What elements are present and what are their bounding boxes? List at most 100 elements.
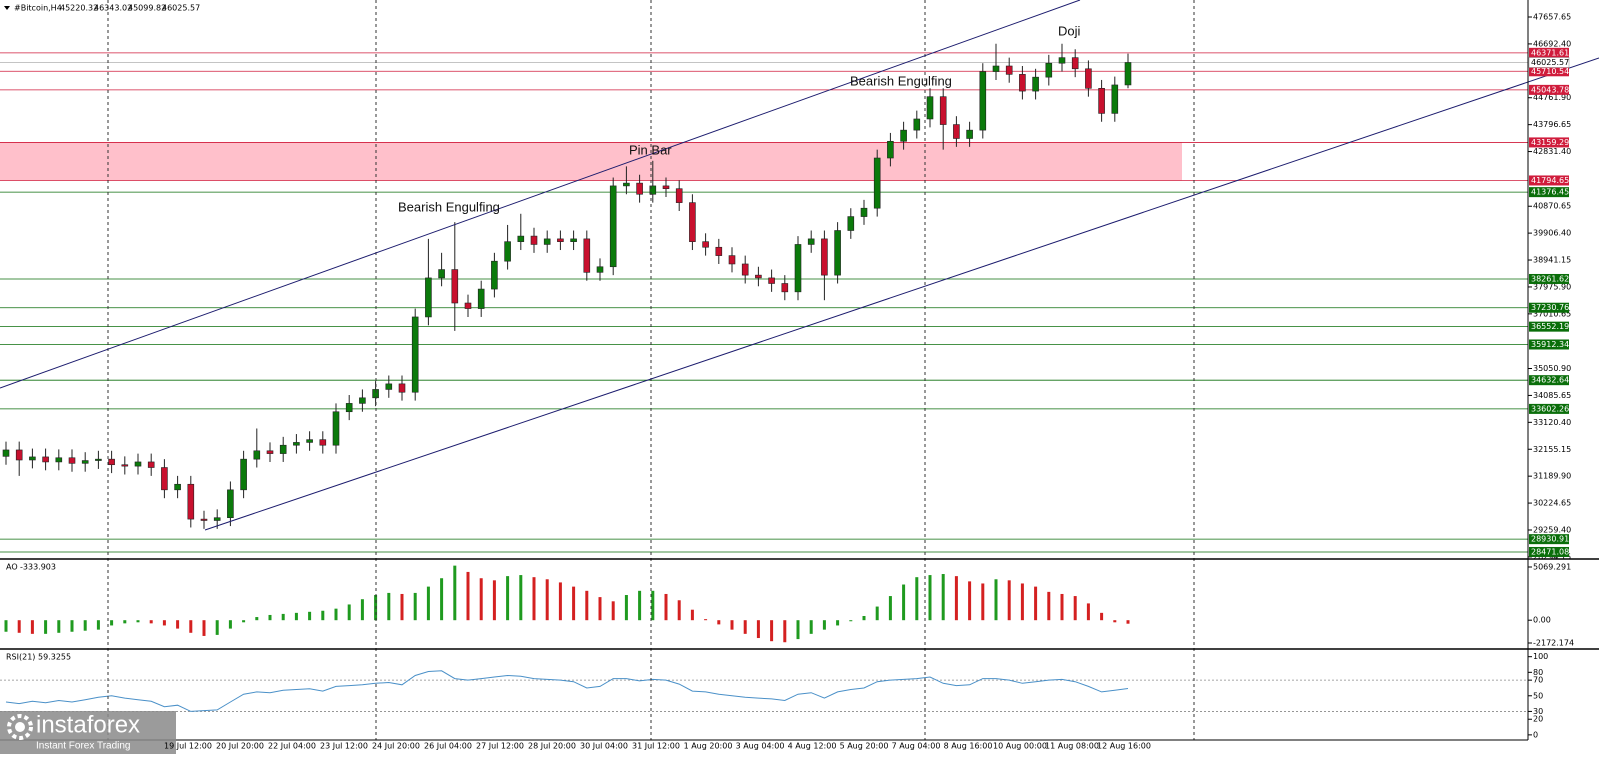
y-tick-label: 29259.40 — [1533, 525, 1571, 534]
ao-bar — [862, 616, 866, 621]
ao-bar — [717, 620, 721, 625]
candle-body — [266, 450, 274, 454]
current-price-label: 46025.57 — [1531, 58, 1569, 67]
candle-body — [557, 238, 564, 242]
header-low: 45099.82 — [128, 4, 166, 13]
x-tick-label: 10 Aug 00:00 — [993, 742, 1047, 751]
candle-body — [174, 483, 181, 491]
ao-bar — [638, 590, 642, 621]
symbol-title: #Bitcoin,H4 — [14, 4, 62, 13]
candle-body — [821, 238, 828, 276]
ao-bar — [1020, 583, 1024, 621]
ao-bar — [954, 576, 958, 621]
y-tick-label: 35050.90 — [1533, 364, 1571, 373]
watermark-tagline: Instant Forex Trading — [36, 741, 131, 752]
y-tick-label: 50 — [1533, 691, 1543, 700]
ao-bar — [624, 595, 628, 621]
ao-bar — [1126, 620, 1130, 624]
x-tick-label: 22 Jul 04:00 — [268, 742, 316, 751]
ao-bar — [1007, 580, 1011, 621]
y-tick-label: 100 — [1533, 652, 1548, 661]
y-tick-label: -2172.174 — [1533, 638, 1574, 647]
candle-body — [543, 238, 551, 245]
candle-body — [1019, 74, 1026, 92]
candle-body — [979, 71, 987, 131]
level-label: 36552.19 — [1531, 322, 1569, 331]
candle-body — [227, 489, 234, 519]
candle-body — [279, 444, 287, 454]
ao-bar — [294, 612, 298, 621]
candle-body — [1124, 62, 1132, 86]
candle-body — [504, 241, 511, 262]
ao-bar — [70, 620, 74, 632]
ao-bar — [677, 600, 681, 621]
candle-body — [438, 269, 445, 279]
level-tag — [1529, 187, 1569, 198]
candle-body — [345, 403, 353, 413]
ao-bar — [228, 620, 232, 629]
candle-body — [926, 96, 934, 120]
candle-body — [213, 517, 221, 521]
x-tick-label: 30 Jul 04:00 — [580, 742, 628, 751]
ao-bar — [1034, 586, 1038, 621]
candle-body — [2, 449, 10, 457]
x-tick-label: 12 Aug 16:00 — [1097, 742, 1151, 751]
level-tag — [1529, 84, 1569, 95]
candle-body — [794, 244, 802, 293]
ao-bar — [981, 583, 985, 621]
candle-body — [966, 129, 973, 139]
ao-bar — [110, 620, 114, 626]
ao-bar — [545, 579, 549, 621]
candle-body — [570, 238, 577, 242]
candle-body — [147, 461, 155, 468]
candle-body — [187, 483, 195, 520]
candle-body — [1032, 76, 1039, 92]
front-layer: Bearish Engulfing Pin Bar Bearish Engulf… — [0, 0, 1599, 754]
level-tag — [1529, 375, 1569, 386]
ao-bar — [1060, 593, 1064, 621]
ao-bar — [492, 580, 496, 621]
candle-body — [161, 467, 168, 491]
candle-body — [200, 518, 208, 521]
y-tick-label: 42831.40 — [1533, 147, 1571, 156]
watermark-brand: instaforex — [36, 711, 140, 738]
ao-bar — [466, 571, 470, 621]
ao-bar — [532, 577, 536, 621]
y-tick-label: 0 — [1533, 730, 1538, 739]
ao-bar — [334, 608, 338, 621]
y-tick-label: 0.00 — [1533, 616, 1551, 625]
channel-lower — [204, 57, 1599, 531]
x-tick-label: 11 Aug 08:00 — [1045, 742, 1099, 751]
ao-bar — [1086, 603, 1090, 621]
x-tick-label: 23 Jul 12:00 — [320, 742, 368, 751]
header-open: 45220.32 — [60, 4, 98, 13]
level-label: 28471.08 — [1531, 547, 1569, 556]
candle-body — [306, 439, 313, 443]
candle-body — [649, 185, 657, 195]
level-tag — [1529, 175, 1569, 186]
candle-body — [530, 235, 538, 245]
x-tick-label: 26 Jul 04:00 — [424, 742, 472, 751]
ao-bar — [809, 620, 813, 634]
ao-bar — [743, 620, 747, 634]
ao-bar — [400, 593, 404, 621]
annotation: Bearish Engulfing — [850, 73, 952, 88]
level-tag — [1529, 339, 1569, 350]
ao-bar — [836, 620, 840, 626]
ao-bar — [796, 620, 800, 640]
ao-bar — [347, 604, 351, 621]
x-tick-label: 1 Aug 20:00 — [684, 742, 733, 751]
level-label: 41794.65 — [1531, 176, 1569, 185]
candle-body — [81, 460, 89, 464]
ao-bar — [1047, 591, 1051, 621]
watermark: instaforex Instant Forex Trading — [0, 711, 176, 754]
level-tag — [1529, 321, 1569, 332]
candle-body — [411, 316, 419, 393]
level-tag — [1529, 273, 1569, 284]
ao-bar — [1100, 612, 1104, 621]
y-tick-label: 32155.15 — [1533, 445, 1571, 454]
collapse-arrow — [4, 6, 10, 10]
price-tag — [1528, 57, 1570, 68]
candle-body — [464, 302, 472, 309]
candle-body — [689, 202, 696, 242]
